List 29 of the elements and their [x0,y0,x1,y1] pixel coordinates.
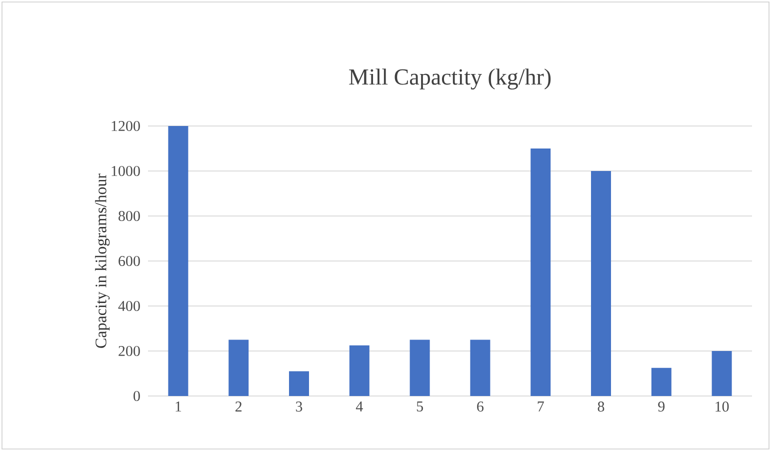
x-tick-label: 10 [716,402,729,412]
y-tick-label: 0 [134,390,140,402]
x-tick-label: 1 [176,402,182,412]
x-tick-label: 8 [598,402,604,412]
bar [349,345,370,396]
bar [591,170,612,396]
x-tick-label: 3 [296,402,302,412]
y-tick-label: 800 [118,210,140,222]
x-tick-label: 4 [356,402,363,412]
bar [410,340,430,396]
bar [651,368,672,396]
x-tick-label: 6 [477,402,484,412]
bar [289,371,310,396]
x-tick-label: 5 [416,402,423,412]
x-tick-label: 7 [538,402,544,412]
bar [228,340,249,396]
bar [470,340,490,396]
bar [530,148,551,396]
y-tick-label: 400 [118,300,140,312]
y-tick-label: 1000 [112,166,140,176]
x-tick-label: 9 [658,402,665,412]
y-tick-label: 600 [118,256,140,266]
chart-title: Mill Capactity (kg/hr) [349,68,551,90]
y-tick-label: 200 [118,346,140,356]
bar [168,126,188,396]
bar [712,351,732,396]
x-tick-label: 2 [236,402,242,412]
y-tick-label: 1200 [112,120,140,132]
y-axis-title: Capacity in kilograms/hour [95,174,110,348]
